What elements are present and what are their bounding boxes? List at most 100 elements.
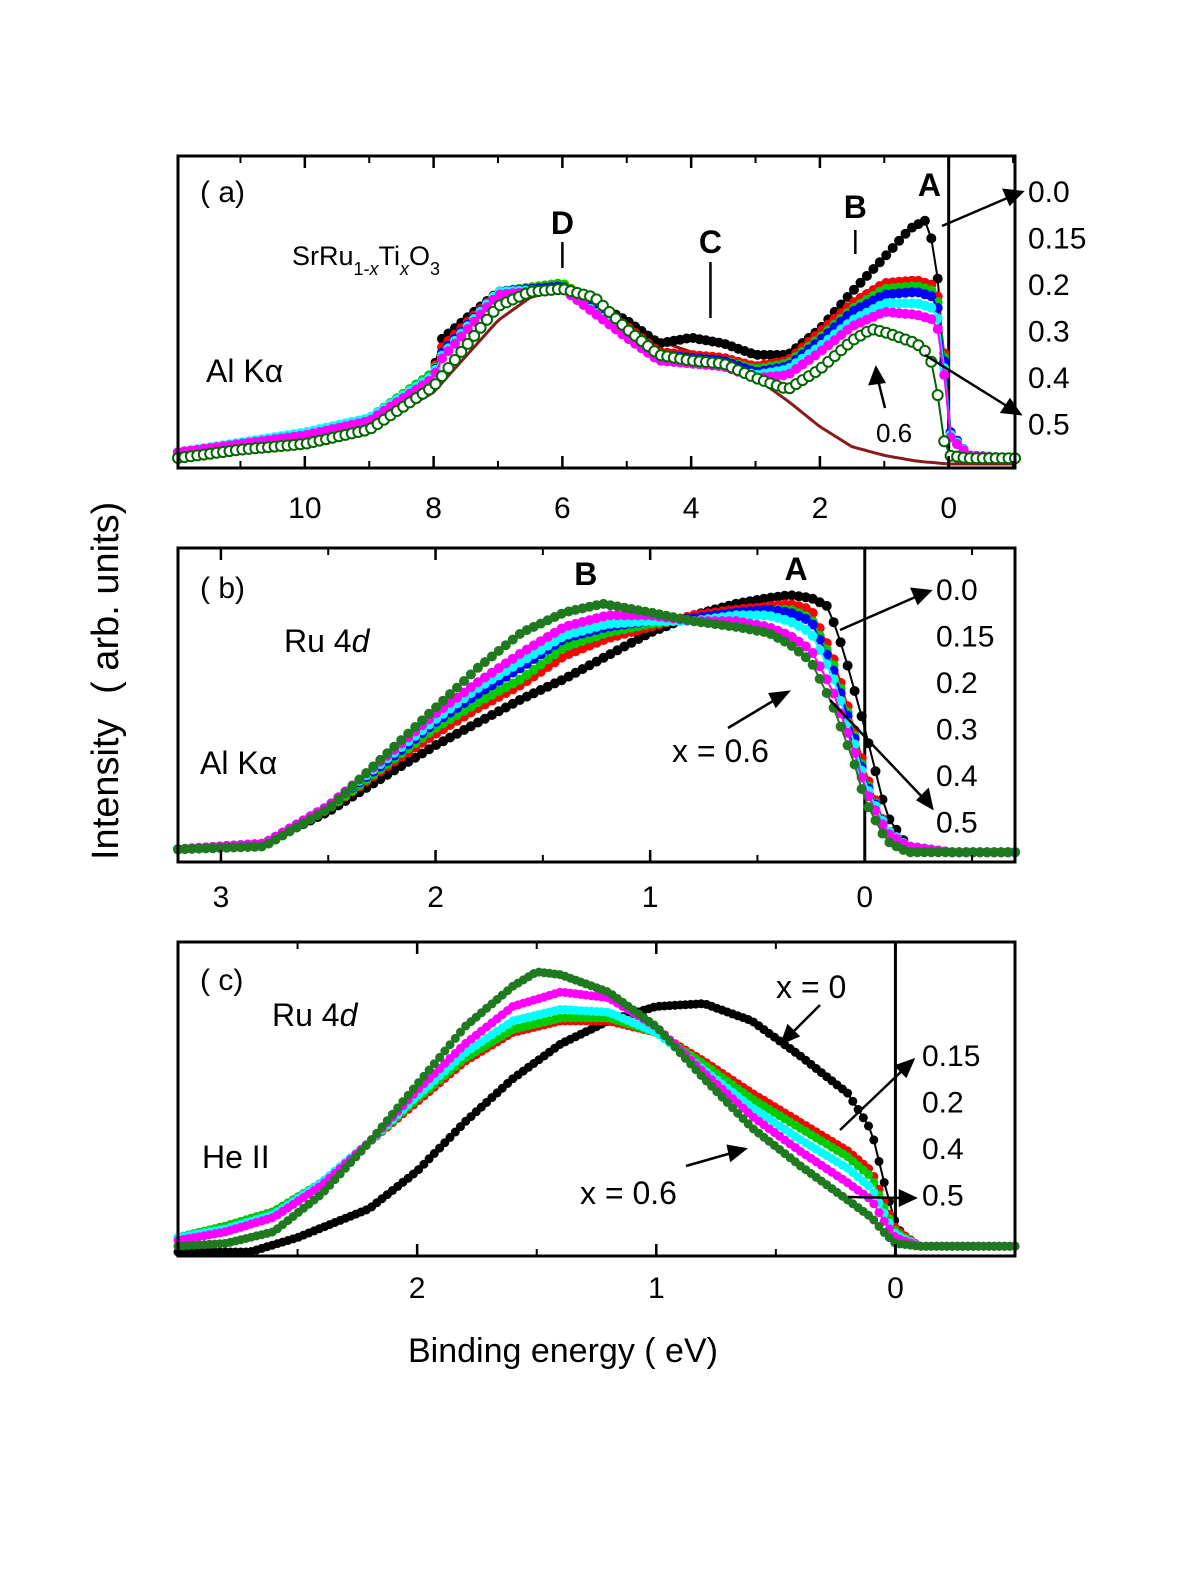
data-point [654, 1025, 664, 1035]
data-point [449, 338, 460, 349]
data-point [417, 715, 428, 726]
data-point [438, 695, 449, 706]
data-point [456, 1027, 465, 1037]
data-point [361, 768, 372, 778]
panel-c-arrows [685, 1004, 918, 1207]
panel-b-legend: 0.0 0.15 0.2 0.3 0.4 0.5 [936, 574, 994, 840]
data-point [887, 243, 898, 253]
data-point [431, 702, 442, 713]
legend-value: 0.5 [1028, 409, 1070, 442]
data-point [864, 1169, 873, 1179]
panel-c: 2 1 0 ( c) Ru 4d He II 0.15 0.2 0.4 0.5 x = 0… [173, 940, 1020, 1305]
data-point [982, 847, 993, 858]
data-point [375, 754, 386, 765]
data-point [377, 1122, 387, 1132]
data-point [382, 1116, 392, 1126]
data-point [680, 1053, 690, 1063]
data-point [414, 1078, 424, 1088]
x-tick-label: 2 [427, 881, 444, 914]
data-point [410, 722, 421, 732]
data-point [356, 1146, 366, 1156]
data-point [221, 842, 232, 853]
x-tick-label: 0 [856, 881, 873, 914]
panel-c-orbital: Ru 4d [272, 997, 359, 1033]
data-point [696, 1070, 706, 1080]
data-point [926, 233, 937, 244]
data-point [612, 610, 623, 621]
series-0.6 [172, 283, 1021, 465]
data-point [869, 1199, 879, 1209]
panel-b-frame [176, 546, 1017, 864]
data-point [793, 646, 804, 657]
data-point [800, 614, 811, 624]
data-point [842, 660, 853, 671]
data-point [493, 645, 504, 656]
data-point [926, 314, 937, 325]
data-point [849, 759, 860, 770]
data-point [835, 637, 846, 648]
panel-b-x-ticks: 3 2 1 0 [213, 548, 974, 914]
data-point [436, 370, 448, 383]
data-point [429, 378, 442, 391]
panel-a-peaks: D C B A [551, 167, 941, 318]
data-point [493, 663, 504, 674]
data-point [864, 1121, 873, 1131]
data-point [396, 735, 407, 746]
data-point [389, 741, 400, 752]
legend-value: 0.5 [936, 807, 978, 840]
data-point [535, 659, 546, 670]
data-point [445, 689, 455, 700]
data-point [996, 847, 1007, 858]
x-tick-label: 0 [940, 492, 957, 525]
data-point [605, 610, 616, 621]
legend-value: 0.0 [936, 574, 978, 607]
data-point [521, 669, 532, 680]
data-point [393, 1103, 403, 1113]
series-0.6 [173, 598, 1020, 858]
data-point [437, 353, 447, 364]
data-point [335, 1169, 345, 1179]
panel-a-label: ( a) [200, 176, 245, 209]
data-point [968, 847, 979, 858]
data-point [200, 843, 211, 854]
data-point [388, 1109, 397, 1119]
data-point [807, 619, 818, 630]
data-point [448, 354, 461, 366]
data-point [500, 658, 511, 669]
data-point [975, 847, 986, 858]
panel-c-source: He II [202, 1139, 270, 1175]
panel-c-legend: 0.15 0.2 0.4 0.5 [922, 1040, 980, 1213]
data-point [855, 277, 866, 288]
data-point [455, 345, 468, 358]
data-point [786, 641, 797, 651]
legend-value: 0.4 [922, 1133, 964, 1166]
data-point [398, 1097, 408, 1107]
data-point [465, 669, 476, 680]
data-point [528, 664, 539, 675]
data-point [874, 1156, 884, 1166]
peak-label-A: A [918, 167, 941, 203]
data-point [938, 435, 951, 448]
data-point [912, 847, 923, 858]
panel-a: 10 8 6 4 2 0 ( a) SrRu1-xTixO3 Al Kα D C B A 0.0… [172, 154, 1086, 525]
data-point [325, 1180, 335, 1190]
data-point [670, 1042, 680, 1052]
data-point [952, 439, 963, 449]
data-point [926, 302, 937, 313]
data-point [858, 1113, 868, 1123]
panel-b-arrows [727, 587, 934, 811]
data-point [479, 672, 490, 683]
data-point [861, 270, 872, 281]
data-point [870, 766, 881, 777]
peak-label-B: B [844, 189, 867, 225]
data-point [354, 774, 365, 785]
data-point [751, 610, 762, 621]
data-point [452, 682, 462, 693]
data-point [807, 659, 818, 670]
data-point [361, 1141, 371, 1150]
data-point [931, 389, 944, 402]
data-point [372, 1128, 382, 1138]
data-point [419, 1071, 429, 1081]
data-point [249, 841, 260, 852]
